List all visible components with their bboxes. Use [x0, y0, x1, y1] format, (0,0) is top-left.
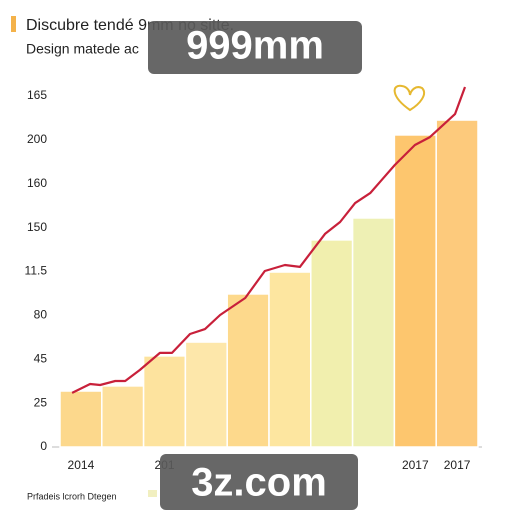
watermark-box — [160, 454, 358, 510]
title-marker — [11, 16, 16, 32]
watermark-box — [148, 21, 362, 74]
y-tick-label: 200 — [27, 132, 47, 146]
y-tick-label: 80 — [34, 308, 48, 322]
bar — [184, 341, 228, 448]
trend-line — [71, 86, 467, 394]
x-tick-label: 2017 — [402, 458, 429, 472]
y-tick-label: 165 — [27, 88, 47, 102]
watermark-text: 3z.com — [191, 461, 327, 505]
y-tick-label: 45 — [34, 351, 48, 365]
legend-text: Prfadeis lcrorh Dtegen — [27, 491, 117, 501]
bar — [351, 217, 396, 448]
bar — [435, 119, 479, 448]
watermark-text: 999mm — [186, 24, 324, 68]
y-tick-label: 160 — [27, 176, 47, 190]
bar — [101, 385, 145, 448]
y-tick-label: 25 — [34, 395, 48, 409]
x-tick-label: 2017 — [444, 458, 471, 472]
chart-subtitle: Design matede ac — [26, 41, 139, 57]
y-tick-label: 0 — [40, 439, 47, 453]
x-tick-label: 2014 — [68, 458, 95, 472]
y-tick-label: 150 — [27, 220, 47, 234]
bar — [310, 239, 354, 448]
bar — [59, 390, 103, 448]
heart-icon — [393, 84, 426, 112]
bar — [393, 134, 437, 448]
legend-swatch — [148, 490, 157, 497]
y-tick-label: 11.5 — [25, 264, 48, 278]
bar — [268, 271, 312, 448]
bar — [226, 293, 270, 448]
bar — [142, 355, 187, 448]
